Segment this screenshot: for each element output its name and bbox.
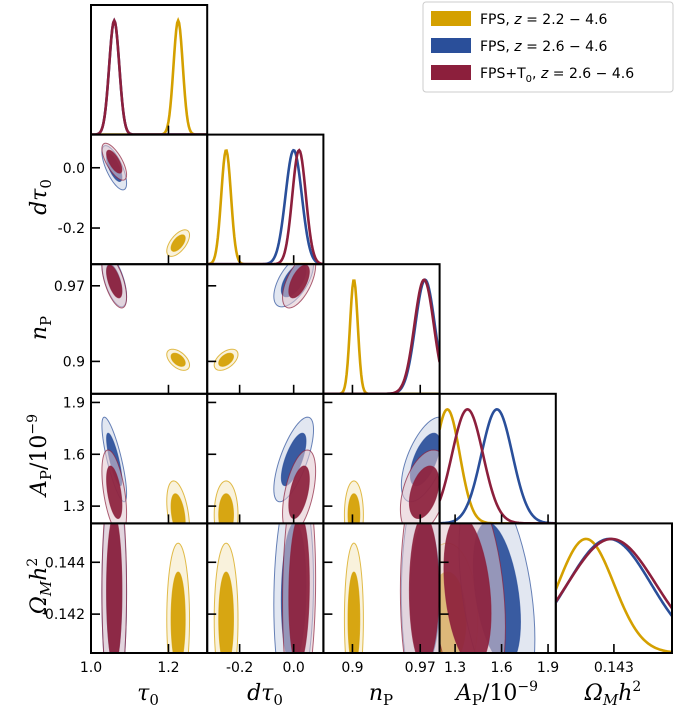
- panel-nP-vs-nP: [322, 263, 441, 395]
- y-tick-label-nP-0: 0.9: [63, 354, 85, 370]
- contour-inner-AP-tau0-series-2: [106, 465, 123, 520]
- contour-inner-OmegaMh2-dtau0-series-0: [218, 571, 235, 654]
- panel-OmegaMh2-vs-AP: [438, 522, 557, 655]
- y-tick-label-OmegaMh2-1: 0.144: [45, 555, 85, 571]
- x-axis-label-AP: AP/10−9: [454, 679, 538, 709]
- marginal-AP-series-2: [439, 408, 556, 524]
- contour-inner-dtau0-tau0-series-2: [106, 149, 123, 174]
- legend-swatch-2: [431, 65, 471, 80]
- marginal-OmegaMh2-series-0: [555, 537, 672, 654]
- legend-swatch-1: [431, 38, 471, 53]
- contour-inner-OmegaMh2-tau0-series-2: [106, 523, 123, 654]
- x-tick-label-tau0-1: 1.2: [157, 660, 179, 676]
- panel-OmegaMh2-vs-nP: [322, 522, 441, 655]
- y-tick-label-AP-0: 1.3: [63, 499, 85, 515]
- marginal-nP-series-1: [323, 278, 440, 394]
- contour-inner-AP-dtau0-series-0: [218, 493, 235, 524]
- panel-AP-vs-nP: [322, 392, 441, 525]
- panels: [90, 4, 673, 655]
- contour-inner-OmegaMh2-nP-series-2: [408, 523, 440, 654]
- panel-AP-vs-tau0: [90, 392, 209, 525]
- legend: FPS, z = 2.2 − 4.6 FPS, z = 2.6 − 4.6 FP…: [422, 1, 674, 93]
- x-tick-label-AP-0: 1.3: [444, 660, 466, 676]
- panel-AP-vs-AP: [438, 392, 557, 525]
- contour-inner-nP-tau0-series-0: [170, 352, 186, 367]
- marginal-AP-series-1: [439, 408, 556, 524]
- contour-inner-AP-nP-series-2: [408, 465, 440, 520]
- y-axis-label-AP: AP/10−9: [25, 414, 55, 498]
- contour-inner-OmegaMh2-nP-series-0: [347, 571, 361, 654]
- panel-nP-vs-dtau0: [206, 263, 325, 395]
- legend-label-1: FPS, z = 2.6 − 4.6: [480, 39, 608, 55]
- panel-AP-vs-dtau0: [206, 392, 325, 525]
- contour-inner-nP-tau0-series-2: [106, 264, 123, 299]
- contour-inner-dtau0-tau0-series-0: [170, 234, 186, 252]
- y-tick-label-nP-1: 0.97: [54, 279, 85, 295]
- marginal-tau0-series-2: [91, 17, 208, 135]
- contour-inner-OmegaMh2-tau0-series-0: [170, 571, 186, 654]
- contour-inner-AP-dtau0-series-2: [288, 465, 310, 520]
- panel-OmegaMh2-vs-tau0: [90, 522, 209, 655]
- x-axis-label-nP: nP: [369, 681, 393, 709]
- y-axis-label-nP: nP: [27, 316, 55, 340]
- y-tick-label-OmegaMh2-0: 0.142: [45, 607, 85, 623]
- x-axis-label-tau0: τ0: [137, 681, 159, 709]
- marginal-OmegaMh2-series-2: [555, 537, 672, 610]
- legend-frame: [422, 1, 674, 93]
- tick-labels: 1.0 1.2 -0.2 0.0 0.9 0.97 1.3 1.6 1.9 0.143 -0.2 0.…: [45, 161, 634, 676]
- y-tick-label-AP-1: 1.6: [63, 447, 85, 463]
- x-tick-label-AP-1: 1.6: [490, 660, 512, 676]
- contour-inner-AP-tau0-series-0: [170, 493, 186, 524]
- panel-OmegaMh2-vs-dtau0: [206, 522, 325, 655]
- x-axis-label-dtau0: dτ0: [247, 681, 283, 709]
- x-tick-label-OmegaMh2-0: 0.143: [594, 660, 634, 676]
- y-tick-label-dtau0-1: 0.0: [63, 161, 85, 177]
- x-tick-label-dtau0-1: 0.0: [283, 660, 305, 676]
- contour-inner-OmegaMh2-dtau0-series-2: [288, 523, 310, 654]
- legend-label-0: FPS, z = 2.2 − 4.6: [480, 12, 608, 28]
- contour-inner-OmegaMh2-AP-series-2: [443, 523, 492, 654]
- y-tick-label-dtau0-0: -0.2: [58, 221, 85, 237]
- y-tick-label-AP-2: 1.9: [63, 395, 85, 411]
- contour-inner-AP-nP-series-0: [347, 493, 361, 524]
- x-tick-label-nP-1: 0.97: [405, 660, 436, 676]
- x-tick-label-dtau0-0: -0.2: [226, 660, 253, 676]
- panel-dtau0-vs-dtau0: [206, 133, 325, 266]
- panel-nP-vs-tau0: [90, 263, 209, 395]
- marginal-nP-series-0: [323, 279, 440, 394]
- panel-tau0-vs-tau0: [90, 4, 209, 136]
- y-axis-label-dtau0: dτ0: [27, 179, 55, 215]
- panel-dtau0-vs-tau0: [90, 133, 209, 266]
- legend-swatch-0: [431, 11, 471, 26]
- x-tick-label-AP-2: 1.9: [537, 660, 559, 676]
- legend-label-2: FPS+T0, z = 2.6 − 4.6: [480, 66, 634, 85]
- x-tick-label-tau0-0: 1.0: [80, 660, 102, 676]
- x-axis-label-OmegaMh2: ΩMh2: [584, 679, 642, 709]
- contour-inner-nP-dtau0-series-0: [218, 352, 235, 367]
- panel-OmegaMh2-vs-OmegaMh2: [554, 522, 673, 655]
- x-tick-label-nP-0: 0.9: [341, 660, 363, 676]
- marginal-nP-series-2: [323, 278, 440, 394]
